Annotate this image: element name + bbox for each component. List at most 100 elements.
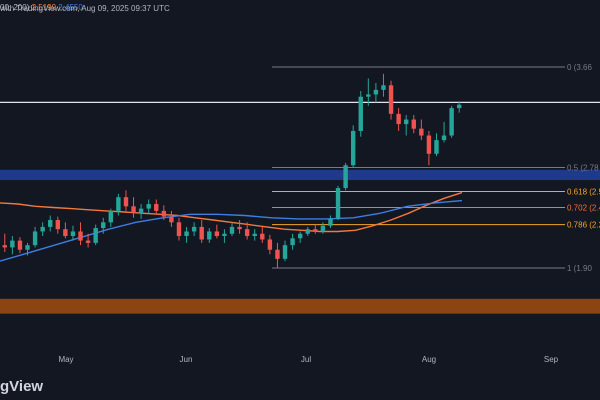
candle[interactable]: [48, 215, 53, 232]
candle-body: [32, 231, 38, 246]
candle[interactable]: [388, 80, 394, 120]
ma-params: 00, 200): [0, 3, 30, 12]
candle[interactable]: [244, 222, 250, 240]
candle[interactable]: [214, 224, 220, 239]
candle[interactable]: [101, 217, 106, 234]
candle[interactable]: [358, 90, 363, 137]
candle[interactable]: [328, 215, 333, 229]
candle-body: [78, 231, 83, 241]
candle[interactable]: [297, 231, 303, 243]
x-tick-label: Sep: [544, 355, 559, 364]
candle[interactable]: [154, 199, 159, 214]
fib-level-label: 0.618 (2.57: [567, 187, 600, 196]
candle-body: [411, 119, 416, 129]
candle-body: [116, 197, 121, 211]
candle[interactable]: [366, 78, 371, 106]
candle[interactable]: [55, 216, 61, 234]
candle-body: [252, 233, 257, 237]
candle[interactable]: [305, 226, 310, 237]
candle[interactable]: [457, 101, 462, 113]
ma-fast-line[interactable]: [0, 191, 463, 233]
candle[interactable]: [199, 220, 204, 243]
candle[interactable]: [237, 220, 242, 234]
candle[interactable]: [138, 204, 144, 219]
candle[interactable]: [78, 222, 83, 246]
candle-body: [146, 204, 151, 209]
candle-body: [191, 226, 197, 232]
candle-body: [396, 113, 401, 125]
candle[interactable]: [267, 234, 273, 255]
candle[interactable]: [381, 73, 386, 97]
candle-body: [138, 208, 144, 214]
candle-body: [267, 239, 273, 250]
candle-body: [184, 231, 189, 237]
candle[interactable]: [63, 222, 68, 239]
candle[interactable]: [169, 210, 174, 227]
candle[interactable]: [419, 119, 424, 141]
candle[interactable]: [2, 233, 7, 253]
ma-slow-value: 2.4550: [58, 3, 83, 12]
candle-body: [161, 210, 167, 217]
candle-body: [222, 233, 227, 237]
candle[interactable]: [40, 222, 45, 237]
candle[interactable]: [70, 225, 76, 241]
candle-body: [434, 140, 439, 154]
candle[interactable]: [17, 237, 23, 254]
candle-body: [123, 197, 129, 207]
candle[interactable]: [350, 125, 356, 168]
candle-body: [207, 231, 212, 240]
candle[interactable]: [93, 224, 98, 246]
fib-level-label: 1 (1.90: [567, 264, 592, 273]
candle[interactable]: [25, 242, 30, 256]
candle[interactable]: [176, 217, 182, 241]
candle-body: [290, 238, 295, 246]
candle[interactable]: [32, 226, 38, 248]
ma-slow-line[interactable]: [0, 199, 463, 262]
candle-body: [350, 130, 356, 166]
candle[interactable]: [441, 121, 447, 143]
candle[interactable]: [426, 130, 432, 166]
candle[interactable]: [313, 224, 318, 234]
candle[interactable]: [403, 114, 409, 136]
candle-body: [335, 188, 341, 219]
candle[interactable]: [335, 185, 341, 221]
candle[interactable]: [449, 105, 454, 138]
candle[interactable]: [434, 133, 439, 157]
candle[interactable]: [290, 233, 295, 250]
candle[interactable]: [275, 242, 280, 268]
candle-body: [426, 135, 432, 154]
candle[interactable]: [320, 222, 326, 234]
candle[interactable]: [282, 240, 288, 262]
candle[interactable]: [123, 190, 129, 211]
candle[interactable]: [396, 108, 401, 131]
candle[interactable]: [191, 222, 197, 237]
candle-body: [131, 206, 136, 214]
candle[interactable]: [116, 193, 121, 216]
candle[interactable]: [184, 226, 189, 243]
candle-body: [419, 128, 424, 136]
candle[interactable]: [343, 162, 348, 191]
candle[interactable]: [222, 229, 227, 243]
candle-body: [154, 204, 159, 211]
candle[interactable]: [373, 82, 379, 103]
candle[interactable]: [108, 208, 114, 227]
candle[interactable]: [411, 114, 416, 134]
candle[interactable]: [260, 226, 265, 243]
candle[interactable]: [131, 197, 136, 218]
candle-body: [449, 108, 454, 136]
x-tick-label: Aug: [422, 355, 436, 364]
x-tick-label: May: [58, 355, 73, 364]
candle[interactable]: [252, 229, 257, 241]
candle[interactable]: [207, 228, 212, 243]
candle-body: [260, 233, 265, 240]
ma-fast-value: 2.5199: [31, 3, 57, 12]
candle[interactable]: [229, 222, 235, 237]
candle[interactable]: [85, 233, 91, 248]
candle-body: [85, 240, 91, 243]
candle[interactable]: [161, 205, 167, 221]
candle[interactable]: [146, 199, 151, 214]
candle[interactable]: [10, 236, 15, 255]
